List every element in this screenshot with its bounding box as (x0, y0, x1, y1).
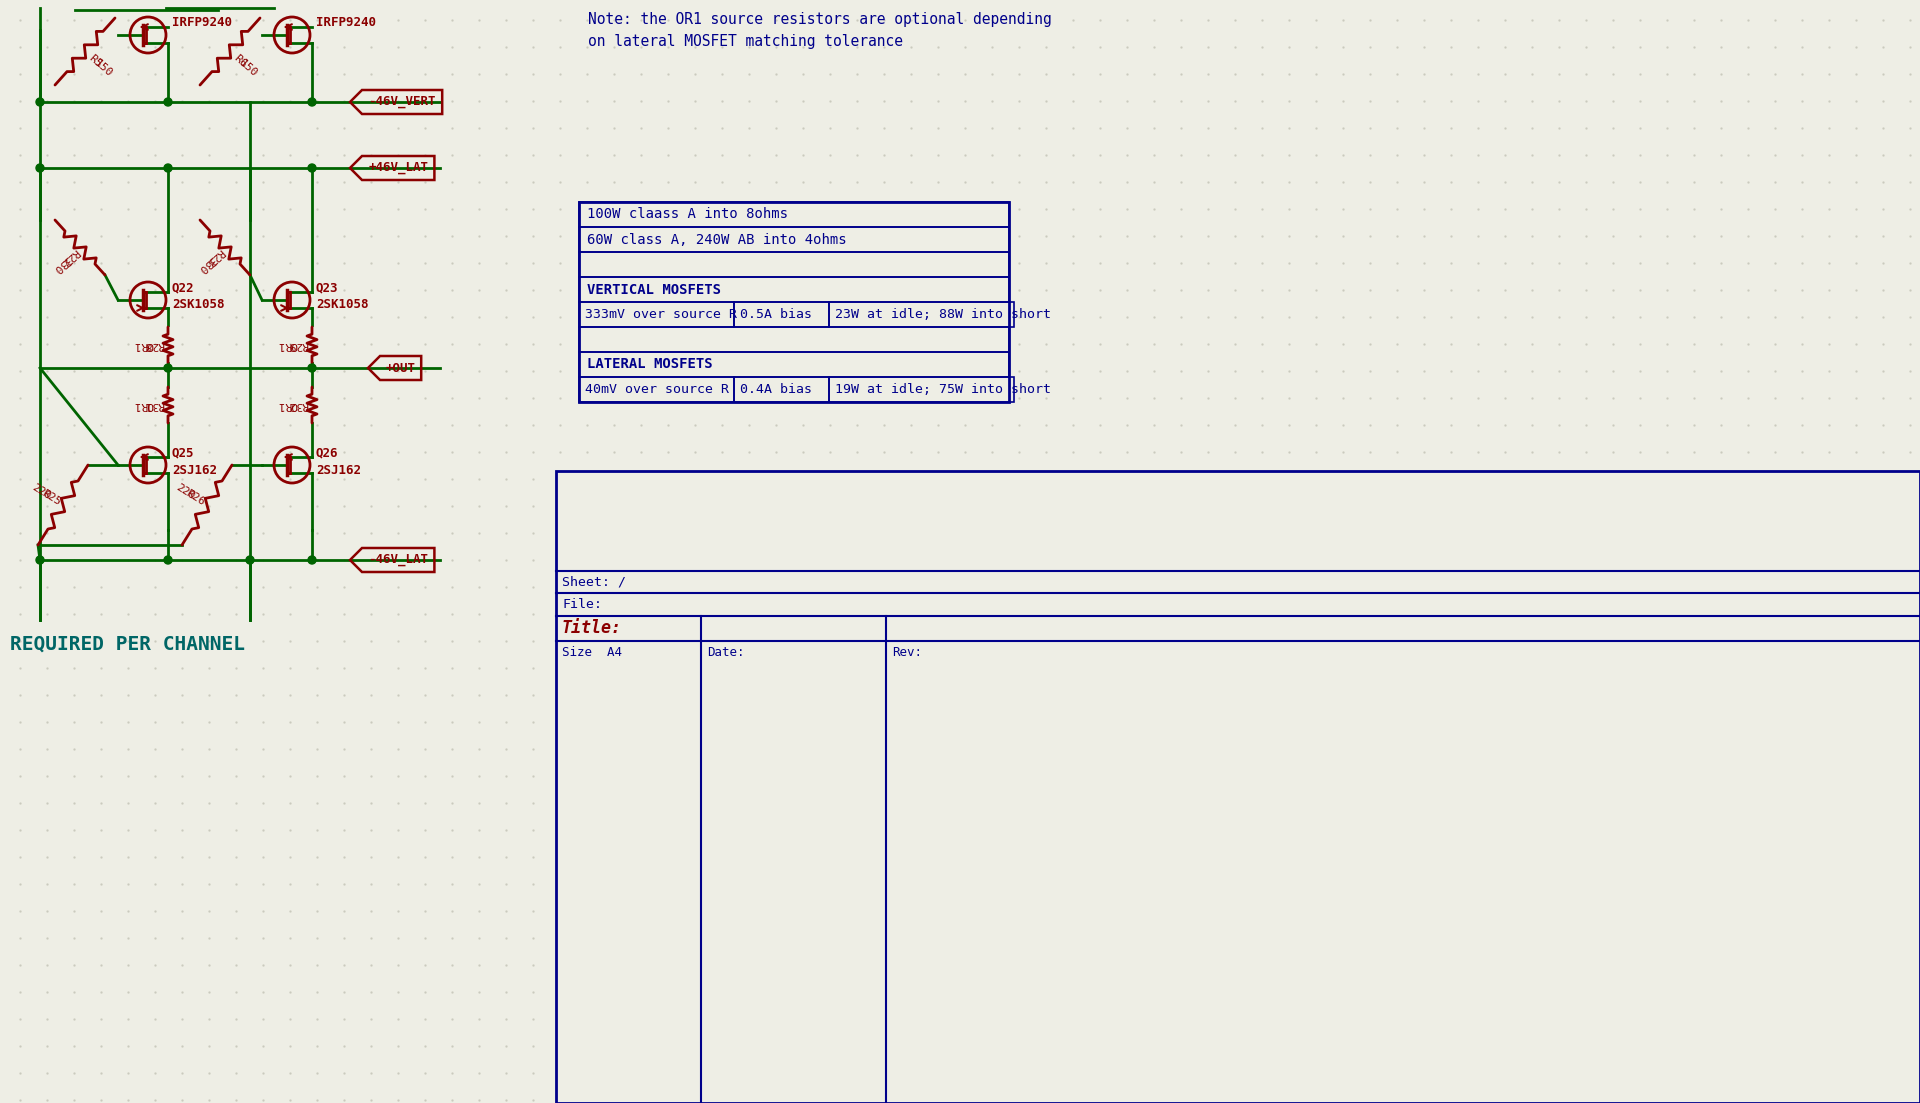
Circle shape (163, 556, 173, 564)
Bar (580, 202, 1010, 227)
Bar (580, 377, 733, 401)
Text: R31: R31 (144, 400, 163, 410)
Text: R25: R25 (40, 488, 61, 507)
Text: R29: R29 (288, 340, 307, 350)
Text: OR1: OR1 (132, 340, 154, 350)
Bar (557, 471, 1920, 1103)
Text: -46V_VERT: -46V_VERT (369, 96, 436, 108)
Text: OR1: OR1 (132, 400, 154, 410)
Text: 2SJ162: 2SJ162 (317, 463, 361, 476)
Text: 150: 150 (238, 57, 259, 78)
Text: 2SK1058: 2SK1058 (317, 299, 369, 311)
Bar (580, 202, 1010, 401)
Text: +46V_LAT: +46V_LAT (369, 161, 428, 174)
Text: File:: File: (563, 598, 603, 610)
Text: 220: 220 (175, 482, 198, 502)
Text: IRFP9240: IRFP9240 (317, 17, 376, 30)
Text: 100W claass A into 8ohms: 100W claass A into 8ohms (588, 207, 787, 222)
Circle shape (36, 98, 44, 106)
Circle shape (246, 556, 253, 564)
Text: 0.5A bias: 0.5A bias (739, 308, 812, 321)
Text: 60W class A, 240W AB into 4ohms: 60W class A, 240W AB into 4ohms (588, 233, 847, 246)
Bar (829, 377, 1014, 401)
Circle shape (307, 98, 317, 106)
Text: OR1: OR1 (276, 400, 298, 410)
Text: 40mV over source R: 40mV over source R (586, 383, 730, 396)
Text: 330: 330 (50, 254, 73, 275)
Text: +OUT: +OUT (386, 362, 415, 375)
Circle shape (163, 98, 173, 106)
Text: 150: 150 (92, 57, 115, 78)
Text: R26: R26 (184, 488, 205, 507)
Text: Q25: Q25 (173, 447, 194, 460)
Text: 0.4A bias: 0.4A bias (739, 383, 812, 396)
Text: 19W at idle; 75W into short: 19W at idle; 75W into short (835, 383, 1050, 396)
Bar (733, 302, 829, 326)
Text: Size  A4: Size A4 (563, 645, 622, 658)
Text: Title:: Title: (563, 619, 622, 638)
Text: Q23: Q23 (317, 281, 338, 295)
Circle shape (307, 364, 317, 372)
Text: Q22: Q22 (173, 281, 194, 295)
Text: R28: R28 (144, 340, 163, 350)
Text: 220: 220 (31, 482, 54, 502)
Text: R5: R5 (86, 53, 104, 69)
Bar (580, 227, 1010, 251)
Text: Q26: Q26 (317, 447, 338, 460)
Text: R32: R32 (288, 400, 307, 410)
Circle shape (36, 556, 44, 564)
Bar (829, 302, 1014, 326)
Circle shape (307, 164, 317, 172)
Bar (733, 377, 829, 401)
Text: R6: R6 (232, 53, 250, 69)
Text: 330: 330 (196, 254, 217, 275)
Text: OR1: OR1 (276, 340, 298, 350)
Bar (580, 277, 1010, 302)
Text: R22: R22 (60, 246, 81, 267)
Circle shape (307, 556, 317, 564)
Circle shape (163, 164, 173, 172)
Text: -46V_LAT: -46V_LAT (369, 554, 428, 567)
Text: IRFP9240: IRFP9240 (173, 17, 232, 30)
Bar (580, 302, 733, 326)
Text: LATERAL MOSFETS: LATERAL MOSFETS (588, 357, 712, 372)
Bar (580, 352, 1010, 377)
Text: Note: the OR1 source resistors are optional depending
on lateral MOSFET matching: Note: the OR1 source resistors are optio… (588, 12, 1052, 50)
Text: 2SJ162: 2SJ162 (173, 463, 217, 476)
Text: 23W at idle; 88W into short: 23W at idle; 88W into short (835, 308, 1050, 321)
Text: Date:: Date: (707, 645, 745, 658)
Text: Rev:: Rev: (893, 645, 922, 658)
Text: VERTICAL MOSFETS: VERTICAL MOSFETS (588, 282, 722, 297)
Text: R23: R23 (204, 246, 225, 267)
Text: Sheet: /: Sheet: / (563, 576, 626, 589)
Text: REQUIRED PER CHANNEL: REQUIRED PER CHANNEL (10, 635, 246, 654)
Bar (580, 251, 1010, 277)
Bar (580, 326, 1010, 352)
Text: 2SK1058: 2SK1058 (173, 299, 225, 311)
Circle shape (36, 164, 44, 172)
Circle shape (163, 364, 173, 372)
Text: 333mV over source R: 333mV over source R (586, 308, 737, 321)
